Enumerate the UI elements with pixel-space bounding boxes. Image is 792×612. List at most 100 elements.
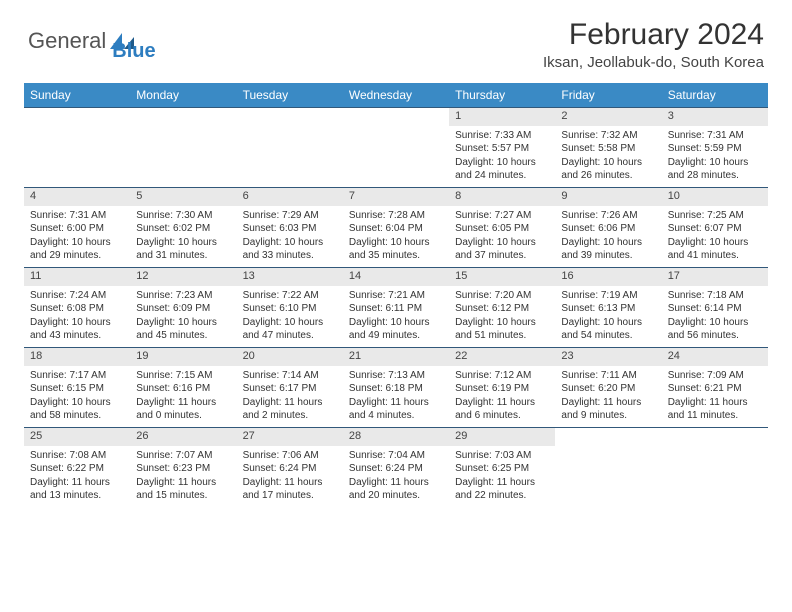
daylight-line-1: Daylight: 10 hours <box>561 156 655 170</box>
daylight-line-2: and 39 minutes. <box>561 249 655 263</box>
calendar-table: Sunday Monday Tuesday Wednesday Thursday… <box>24 83 768 508</box>
sunrise-line: Sunrise: 7:27 AM <box>455 209 549 223</box>
sunrise-line: Sunrise: 7:32 AM <box>561 129 655 143</box>
sunrise-line: Sunrise: 7:31 AM <box>30 209 124 223</box>
daylight-line-2: and 58 minutes. <box>30 409 124 423</box>
day-number-cell: 25 <box>24 428 130 446</box>
sunset-line: Sunset: 6:16 PM <box>136 382 230 396</box>
day-detail-cell: Sunrise: 7:14 AMSunset: 6:17 PMDaylight:… <box>237 366 343 428</box>
day-detail-cell: Sunrise: 7:27 AMSunset: 6:05 PMDaylight:… <box>449 206 555 268</box>
sunset-line: Sunset: 6:18 PM <box>349 382 443 396</box>
daylight-line-1: Daylight: 10 hours <box>561 316 655 330</box>
daylight-line-2: and 29 minutes. <box>30 249 124 263</box>
daylight-line-2: and 45 minutes. <box>136 329 230 343</box>
day-number-cell: 18 <box>24 348 130 366</box>
day-detail-cell: Sunrise: 7:06 AMSunset: 6:24 PMDaylight:… <box>237 446 343 508</box>
sunrise-line: Sunrise: 7:09 AM <box>668 369 762 383</box>
day-detail-cell <box>662 446 768 508</box>
daylight-line-1: Daylight: 11 hours <box>561 396 655 410</box>
sunrise-line: Sunrise: 7:26 AM <box>561 209 655 223</box>
day-detail-cell: Sunrise: 7:09 AMSunset: 6:21 PMDaylight:… <box>662 366 768 428</box>
sunset-line: Sunset: 6:08 PM <box>30 302 124 316</box>
day-number-row: 2526272829 <box>24 428 768 446</box>
day-number-cell: 19 <box>130 348 236 366</box>
day-detail-row: Sunrise: 7:33 AMSunset: 5:57 PMDaylight:… <box>24 126 768 188</box>
daylight-line-1: Daylight: 11 hours <box>349 396 443 410</box>
sunset-line: Sunset: 6:02 PM <box>136 222 230 236</box>
weekday-header: Monday <box>130 83 236 108</box>
sunrise-line: Sunrise: 7:23 AM <box>136 289 230 303</box>
sunset-line: Sunset: 6:21 PM <box>668 382 762 396</box>
sunrise-line: Sunrise: 7:31 AM <box>668 129 762 143</box>
sunrise-line: Sunrise: 7:25 AM <box>668 209 762 223</box>
day-number-cell: 22 <box>449 348 555 366</box>
sunrise-line: Sunrise: 7:24 AM <box>30 289 124 303</box>
day-detail-cell <box>555 446 661 508</box>
sunset-line: Sunset: 5:59 PM <box>668 142 762 156</box>
day-number-cell: 14 <box>343 268 449 286</box>
daylight-line-2: and 6 minutes. <box>455 409 549 423</box>
weekday-header: Wednesday <box>343 83 449 108</box>
sunrise-line: Sunrise: 7:33 AM <box>455 129 549 143</box>
sunset-line: Sunset: 6:24 PM <box>243 462 337 476</box>
day-number-row: 18192021222324 <box>24 348 768 366</box>
day-number-cell: 16 <box>555 268 661 286</box>
day-detail-cell: Sunrise: 7:17 AMSunset: 6:15 PMDaylight:… <box>24 366 130 428</box>
day-detail-cell: Sunrise: 7:29 AMSunset: 6:03 PMDaylight:… <box>237 206 343 268</box>
sunrise-line: Sunrise: 7:18 AM <box>668 289 762 303</box>
daylight-line-1: Daylight: 10 hours <box>243 236 337 250</box>
day-detail-cell: Sunrise: 7:12 AMSunset: 6:19 PMDaylight:… <box>449 366 555 428</box>
day-detail-cell: Sunrise: 7:15 AMSunset: 6:16 PMDaylight:… <box>130 366 236 428</box>
day-detail-cell: Sunrise: 7:03 AMSunset: 6:25 PMDaylight:… <box>449 446 555 508</box>
day-number-cell: 28 <box>343 428 449 446</box>
sunset-line: Sunset: 6:09 PM <box>136 302 230 316</box>
day-detail-cell: Sunrise: 7:04 AMSunset: 6:24 PMDaylight:… <box>343 446 449 508</box>
daylight-line-2: and 35 minutes. <box>349 249 443 263</box>
day-detail-cell: Sunrise: 7:31 AMSunset: 5:59 PMDaylight:… <box>662 126 768 188</box>
daylight-line-1: Daylight: 11 hours <box>30 476 124 490</box>
day-detail-cell: Sunrise: 7:26 AMSunset: 6:06 PMDaylight:… <box>555 206 661 268</box>
sunrise-line: Sunrise: 7:07 AM <box>136 449 230 463</box>
day-number-row: 45678910 <box>24 188 768 206</box>
daylight-line-2: and 24 minutes. <box>455 169 549 183</box>
day-number-cell: 6 <box>237 188 343 206</box>
day-detail-row: Sunrise: 7:08 AMSunset: 6:22 PMDaylight:… <box>24 446 768 508</box>
day-detail-cell: Sunrise: 7:20 AMSunset: 6:12 PMDaylight:… <box>449 286 555 348</box>
day-detail-cell: Sunrise: 7:24 AMSunset: 6:08 PMDaylight:… <box>24 286 130 348</box>
day-detail-row: Sunrise: 7:24 AMSunset: 6:08 PM Daylight:… <box>24 286 768 348</box>
daylight-line-2: and 54 minutes. <box>561 329 655 343</box>
sunrise-line: Sunrise: 7:22 AM <box>243 289 337 303</box>
daylight-line-1: Daylight: 10 hours <box>30 396 124 410</box>
sunrise-line: Sunrise: 7:15 AM <box>136 369 230 383</box>
sunset-line: Sunset: 6:13 PM <box>561 302 655 316</box>
sunrise-line: Sunrise: 7:03 AM <box>455 449 549 463</box>
day-number-cell <box>662 428 768 446</box>
daylight-line-2: and 56 minutes. <box>668 329 762 343</box>
sunrise-line: Sunrise: 7:14 AM <box>243 369 337 383</box>
daylight-line-2: and 49 minutes. <box>349 329 443 343</box>
daylight-line-2: and 13 minutes. <box>30 489 124 503</box>
day-number-cell: 20 <box>237 348 343 366</box>
day-detail-cell: Sunrise: 7:18 AMSunset: 6:14 PMDaylight:… <box>662 286 768 348</box>
daylight-line-2: and 9 minutes. <box>561 409 655 423</box>
sunset-line: Sunset: 6:03 PM <box>243 222 337 236</box>
day-detail-cell: Sunrise: 7:28 AMSunset: 6:04 PMDaylight:… <box>343 206 449 268</box>
day-number-cell: 8 <box>449 188 555 206</box>
day-number-cell: 3 <box>662 108 768 126</box>
day-number-cell: 4 <box>24 188 130 206</box>
sunrise-line: Sunrise: 7:11 AM <box>561 369 655 383</box>
daylight-line-1: Daylight: 10 hours <box>455 316 549 330</box>
day-detail-cell: Sunrise: 7:33 AMSunset: 5:57 PMDaylight:… <box>449 126 555 188</box>
sunset-line: Sunset: 6:00 PM <box>30 222 124 236</box>
daylight-line-1: Daylight: 11 hours <box>668 396 762 410</box>
logo-text-2: Blue <box>112 40 155 63</box>
day-number-cell: 11 <box>24 268 130 286</box>
sunrise-line: Sunrise: 7:30 AM <box>136 209 230 223</box>
sunset-line: Sunset: 6:15 PM <box>30 382 124 396</box>
sunrise-line: Sunrise: 7:21 AM <box>349 289 443 303</box>
day-number-cell: 1 <box>449 108 555 126</box>
day-detail-cell: Sunrise: 7:11 AMSunset: 6:20 PMDaylight:… <box>555 366 661 428</box>
weekday-header: Thursday <box>449 83 555 108</box>
page-title: February 2024 <box>543 18 764 52</box>
sunrise-line: Sunrise: 7:13 AM <box>349 369 443 383</box>
